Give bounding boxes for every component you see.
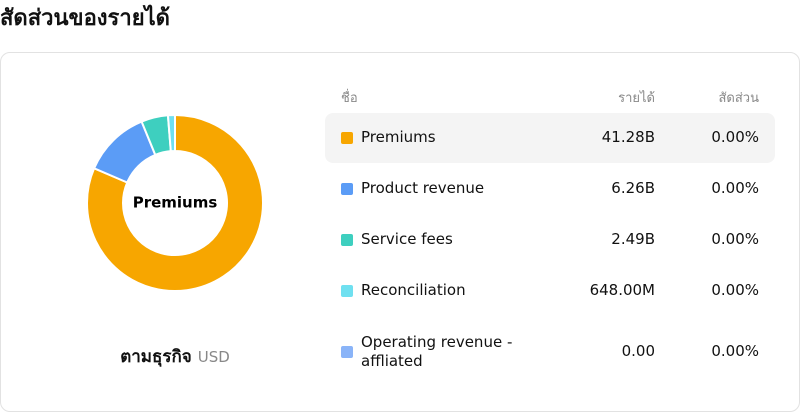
legend-swatch (341, 234, 353, 246)
legend-swatch (341, 285, 353, 297)
revenue: 41.28B (601, 128, 655, 146)
revenue: 6.26B (611, 179, 655, 197)
center-label: Premiums (133, 194, 218, 212)
header-revenue: รายได้ (618, 91, 655, 106)
donut-chart: Premiums (86, 113, 264, 292)
table-row[interactable]: Product revenue 6.26B 0.00% (325, 164, 775, 214)
page-title: สัดส่วนของรายได้ (0, 6, 170, 31)
footer: ตามธุรกิจ USD (0, 343, 350, 370)
legend-swatch (341, 346, 353, 358)
revenue: 2.49B (611, 230, 655, 248)
legend-swatch (341, 183, 353, 195)
share: 0.00% (711, 128, 759, 146)
series-name: Service fees (361, 230, 453, 248)
table-row[interactable]: Reconciliation 648.00M 0.00% (325, 266, 775, 316)
series-name: Reconciliation (361, 281, 466, 299)
share: 0.00% (711, 281, 759, 299)
header-share: สัดส่วน (718, 91, 760, 106)
legend-swatch (341, 132, 353, 144)
footer-label: ตามธุรกิจ (120, 347, 192, 367)
series-name: Operating revenue - affliated (361, 333, 513, 370)
table-row[interactable]: Premiums 41.28B 0.00% (325, 113, 775, 163)
table-row[interactable]: Operating revenue - affliated 0.00 0.00% (325, 327, 775, 377)
share: 0.00% (711, 342, 759, 360)
table-row[interactable]: Service fees 2.49B 0.00% (325, 215, 775, 265)
donut-slice[interactable] (86, 113, 264, 292)
share: 0.00% (711, 179, 759, 197)
share: 0.00% (711, 230, 759, 248)
donut-slice[interactable] (166, 113, 176, 153)
header-name: ชื่อ (341, 91, 358, 106)
revenue: 0.00 (621, 342, 655, 360)
series-name: Premiums (361, 128, 436, 146)
revenue: 648.00M (589, 281, 655, 299)
unit: USD (197, 348, 230, 366)
series-name: Product revenue (361, 179, 485, 197)
